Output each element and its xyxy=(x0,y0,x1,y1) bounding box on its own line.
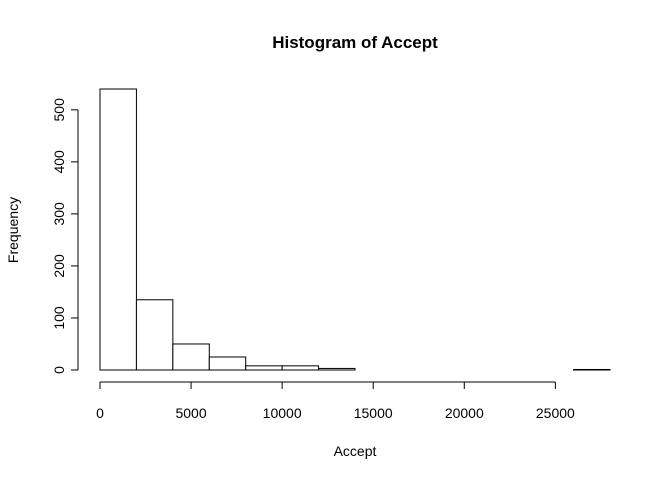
histogram-bar xyxy=(172,343,210,371)
x-axis-label: Accept xyxy=(334,443,377,459)
x-tick-label: 20000 xyxy=(445,405,484,421)
y-tick-label: 0 xyxy=(51,366,67,374)
x-tick-label: 10000 xyxy=(263,405,302,421)
y-axis-label: Frequency xyxy=(5,197,21,263)
histogram-bar xyxy=(318,367,356,371)
x-tick-label: 5000 xyxy=(175,405,206,421)
chart-title: Histogram of Accept xyxy=(272,33,438,52)
histogram-bar xyxy=(135,299,174,371)
histogram-bar xyxy=(281,365,320,371)
y-tick-label: 300 xyxy=(51,202,67,226)
y-tick-label: 500 xyxy=(51,98,67,122)
y-tick-label: 400 xyxy=(51,150,67,174)
histogram-bar xyxy=(573,368,611,371)
histogram-bar xyxy=(99,88,137,371)
histogram-bar xyxy=(245,365,283,371)
y-tick-label: 100 xyxy=(51,306,67,330)
x-axis: 0 5000 10000 15000 20000 25000 xyxy=(96,381,575,421)
x-tick-label: 0 xyxy=(96,405,104,421)
y-axis: 0 100 200 300 400 500 xyxy=(51,98,79,374)
bars-group xyxy=(99,88,611,371)
x-tick-label: 25000 xyxy=(536,405,575,421)
histogram-bar xyxy=(208,356,247,371)
x-tick-label: 15000 xyxy=(354,405,393,421)
y-tick-label: 200 xyxy=(51,254,67,278)
